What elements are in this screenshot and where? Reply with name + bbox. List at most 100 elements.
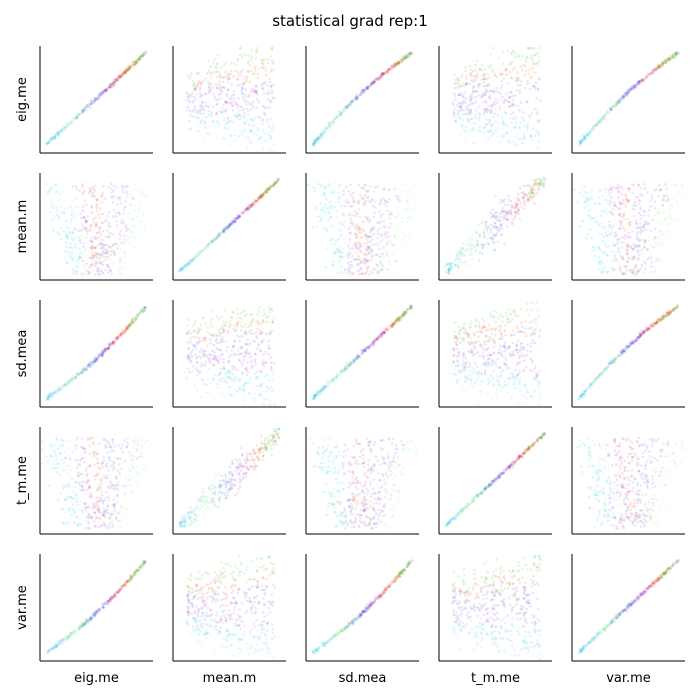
data-point	[91, 254, 95, 257]
data-point	[528, 68, 531, 72]
data-point	[229, 72, 232, 76]
data-point	[189, 128, 193, 132]
data-point	[226, 101, 230, 105]
data-point	[405, 183, 408, 186]
data-point	[56, 132, 59, 135]
data-point	[88, 272, 91, 275]
data-point	[254, 65, 257, 69]
data-point	[535, 146, 539, 150]
data-point	[518, 91, 521, 95]
data-point	[628, 257, 631, 261]
data-point	[216, 111, 219, 114]
data-point	[481, 221, 484, 225]
data-point	[474, 249, 477, 253]
data-point	[83, 108, 86, 111]
data-point	[193, 87, 197, 91]
data-point	[537, 140, 541, 144]
data-point	[96, 96, 99, 99]
data-point	[220, 111, 224, 114]
data-point	[252, 100, 255, 104]
data-point	[500, 116, 504, 119]
data-point	[542, 176, 546, 179]
data-point	[461, 96, 465, 99]
data-point	[482, 84, 485, 88]
data-point	[457, 82, 461, 86]
data-point	[355, 212, 359, 215]
data-point	[49, 199, 52, 202]
data-point	[631, 248, 634, 251]
data-point	[510, 60, 513, 64]
data-point	[407, 202, 411, 206]
data-point	[353, 242, 357, 245]
data-point	[271, 138, 274, 141]
data-point	[485, 123, 489, 127]
data-point	[47, 141, 51, 144]
data-point	[491, 208, 495, 212]
data-point	[225, 75, 228, 78]
data-point	[247, 93, 251, 97]
data-point	[637, 269, 641, 273]
data-point	[495, 214, 499, 218]
data-point	[317, 136, 321, 140]
data-point	[67, 122, 71, 126]
data-point	[495, 86, 499, 90]
data-point	[263, 58, 266, 61]
data-point	[107, 211, 111, 214]
data-point	[388, 212, 391, 216]
data-point	[328, 206, 331, 209]
data-point	[346, 261, 350, 265]
data-point	[376, 269, 380, 273]
data-point	[384, 69, 388, 73]
data-point	[307, 183, 310, 187]
data-point	[461, 102, 465, 105]
data-point	[233, 129, 236, 132]
data-point	[124, 69, 128, 73]
data-point	[457, 93, 461, 96]
data-point	[69, 120, 73, 124]
data-point	[371, 198, 374, 201]
data-point	[401, 231, 405, 235]
panel-eig-me-vs-mean-m	[172, 46, 286, 154]
data-point	[71, 185, 75, 188]
data-point	[394, 233, 398, 236]
data-point	[128, 212, 132, 215]
panel-sd-mea-vs-mean-m	[172, 300, 286, 408]
data-point	[239, 46, 242, 50]
data-point	[518, 187, 522, 190]
data-point	[47, 141, 50, 144]
data-point	[207, 84, 211, 87]
data-point	[338, 250, 342, 253]
data-point	[242, 115, 245, 118]
data-point	[339, 234, 342, 237]
data-point	[205, 104, 208, 108]
data-point	[204, 126, 207, 129]
data-point	[241, 69, 244, 72]
data-point	[613, 231, 616, 235]
data-point	[267, 146, 271, 149]
data-point	[381, 262, 385, 266]
data-point	[542, 180, 546, 183]
data-point	[60, 204, 63, 208]
data-point	[386, 68, 390, 72]
data-point	[51, 137, 55, 140]
data-point	[89, 102, 92, 105]
data-point	[122, 72, 125, 76]
data-point	[351, 213, 354, 217]
data-point	[322, 129, 326, 133]
data-point	[121, 72, 124, 76]
data-point	[511, 102, 514, 106]
data-point	[53, 135, 57, 139]
data-point	[533, 62, 536, 66]
data-point	[189, 127, 193, 130]
data-point	[627, 190, 631, 193]
data-point	[135, 61, 139, 64]
data-point	[518, 217, 522, 221]
data-point	[75, 270, 78, 274]
data-point	[649, 229, 653, 232]
data-point	[195, 109, 199, 113]
data-point	[136, 58, 139, 61]
data-point	[187, 318, 191, 321]
data-point	[465, 125, 469, 128]
data-point	[133, 183, 137, 187]
data-point	[81, 209, 85, 213]
